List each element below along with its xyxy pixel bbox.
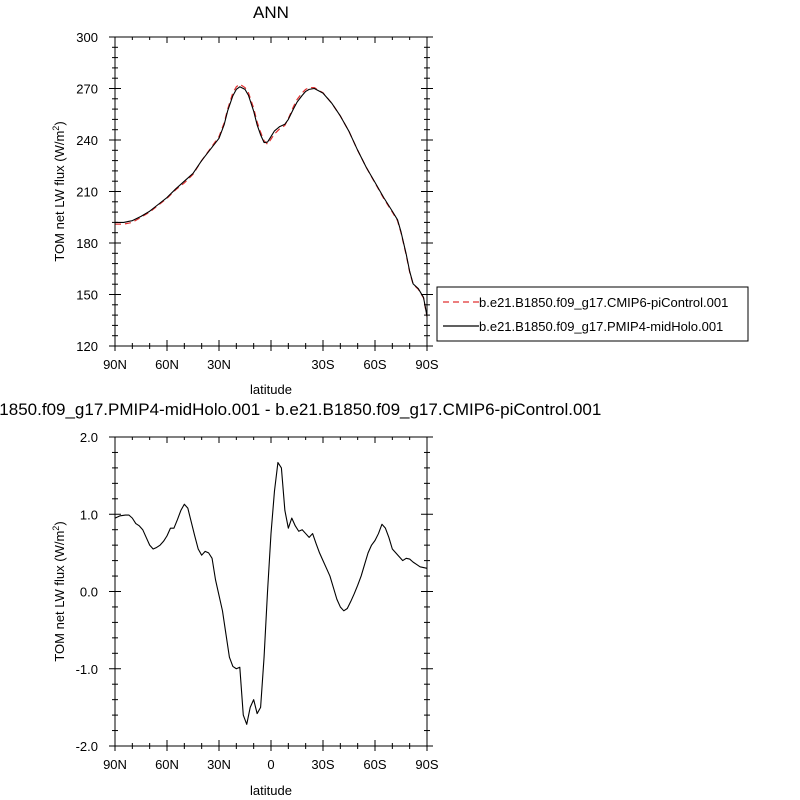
x-tick-label: 60N xyxy=(155,757,179,772)
x-tick-label: 30N xyxy=(207,357,231,372)
x-tick-label: 90N xyxy=(103,357,127,372)
series-line-1-0 xyxy=(114,461,428,725)
y-tick-label: 2.0 xyxy=(80,430,98,445)
y-tick-label: 180 xyxy=(76,236,98,251)
bottom-y-axis-label: TOM net LW flux (W/m2) xyxy=(51,521,67,661)
y-tick-label: 270 xyxy=(76,82,98,97)
y-tick-label: 1.0 xyxy=(80,507,98,522)
y-tick-label: 300 xyxy=(76,30,98,45)
x-tick-label: 90S xyxy=(415,757,438,772)
bottom-x-axis-label: latitude xyxy=(250,783,292,798)
x-tick-label: 30N xyxy=(207,757,231,772)
bottom-panel: b.e21.B1850.f09_g17.PMIP4-midHolo.001 - … xyxy=(0,400,601,798)
x-tick-label: 90S xyxy=(415,357,438,372)
x-tick-label: 60S xyxy=(363,357,386,372)
y-tick-label: 0.0 xyxy=(80,585,98,600)
legend-label: b.e21.B1850.f09_g17.PMIP4-midHolo.001 xyxy=(479,319,723,334)
top-x-axis-label: latitude xyxy=(250,382,292,397)
series-line-0-1 xyxy=(115,86,428,317)
x-tick-label: 60N xyxy=(155,357,179,372)
bottom-chart-title: b.e21.B1850.f09_g17.PMIP4-midHolo.001 - … xyxy=(0,400,601,419)
y-tick-label: 240 xyxy=(76,133,98,148)
y-tick-label: 150 xyxy=(76,288,98,303)
series-line-0-0 xyxy=(115,83,428,317)
y-tick-label: 120 xyxy=(76,339,98,354)
top-panel: ANN 90N 60N 30N 30S 60S 90S 120 150 180 210 240 270… xyxy=(51,3,749,397)
legend-box xyxy=(436,286,749,342)
x-tick-label: 30S xyxy=(311,757,334,772)
bottom-plot-frame xyxy=(114,436,428,747)
y-tick-label: -2.0 xyxy=(76,739,98,754)
x-tick-label: 0 xyxy=(267,757,274,772)
top-chart-title: ANN xyxy=(253,3,289,22)
x-tick-label: 60S xyxy=(363,757,386,772)
y-tick-label: -1.0 xyxy=(76,662,98,677)
legend-label: b.e21.B1850.f09_g17.CMIP6-piControl.001 xyxy=(479,295,728,310)
y-tick-label: 210 xyxy=(76,185,98,200)
top-legend: b.e21.B1850.f09_g17.CMIP6-piControl.001b… xyxy=(436,286,749,342)
x-tick-label: 90N xyxy=(103,757,127,772)
x-tick-label: 30S xyxy=(311,357,334,372)
top-y-axis-label: TOM net LW flux (W/m2) xyxy=(51,121,67,261)
